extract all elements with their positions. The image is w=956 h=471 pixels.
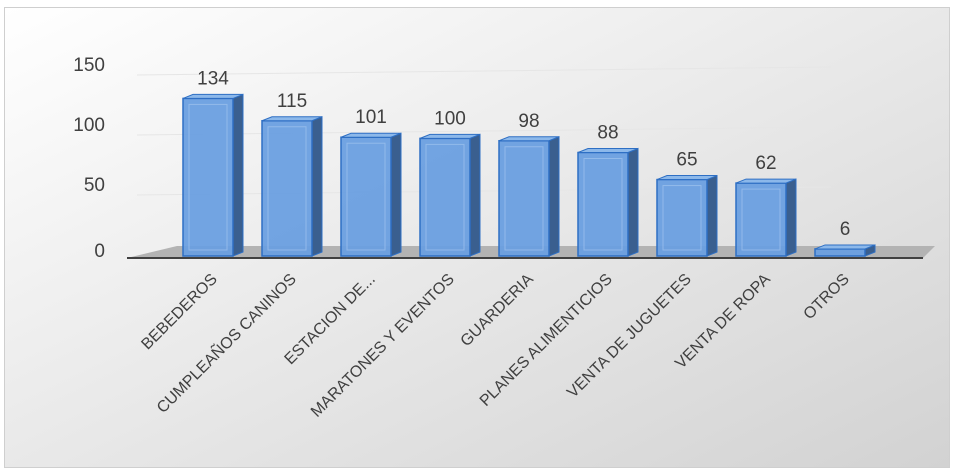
bar-side <box>785 178 797 257</box>
bar-side <box>469 133 481 257</box>
bar-front <box>735 182 787 257</box>
y-axis-ticks: 0 50 100 150 <box>73 55 105 262</box>
gridline <box>136 126 832 136</box>
bar-side <box>390 132 402 257</box>
bar <box>498 136 560 257</box>
data-label: 98 <box>518 111 539 132</box>
y-tick-label: 150 <box>73 55 105 76</box>
bar-top <box>498 136 560 142</box>
bar-top <box>656 175 718 181</box>
data-label: 65 <box>676 150 697 171</box>
bar-front <box>498 140 550 257</box>
bar-top <box>261 116 323 122</box>
bar <box>577 147 639 257</box>
y-tick-label: 50 <box>84 175 105 196</box>
bar-front <box>656 178 708 257</box>
bar-highlight <box>425 143 465 251</box>
bar-front <box>182 97 234 257</box>
data-label: 115 <box>277 91 307 112</box>
bar <box>419 133 481 257</box>
bar <box>182 93 244 257</box>
bar-top <box>182 93 244 99</box>
bar <box>814 244 876 257</box>
bar-highlight <box>346 142 386 251</box>
bar-top <box>814 244 876 250</box>
bar-front <box>419 137 471 257</box>
bar <box>261 116 323 257</box>
data-label: 62 <box>755 153 776 174</box>
data-label: 88 <box>597 123 618 144</box>
bars <box>182 93 876 257</box>
bar-top <box>735 178 797 184</box>
bar-side <box>311 116 323 257</box>
chart-container: 0 50 100 150 134 115 101 100 98 88 65 62 6 BEBEDERO… <box>4 7 950 468</box>
data-label: 134 <box>197 68 229 89</box>
bar-highlight <box>662 185 702 251</box>
data-label: 100 <box>434 108 466 129</box>
bar-highlight <box>741 188 781 251</box>
bar-side <box>548 136 560 257</box>
data-labels: 134 115 101 100 98 88 65 62 6 <box>197 68 850 240</box>
y-tick-label: 100 <box>73 115 105 136</box>
data-label: 101 <box>355 107 387 128</box>
bar <box>656 174 718 257</box>
bar-top <box>577 148 639 154</box>
bar-highlight <box>267 126 307 251</box>
bar-highlight <box>504 146 544 251</box>
data-label: 6 <box>840 219 851 240</box>
bar-side <box>706 174 718 257</box>
bar-side <box>627 147 639 257</box>
bar-front <box>261 120 313 257</box>
bar-front <box>814 248 866 257</box>
bar-top <box>419 133 481 139</box>
bar-side <box>232 93 244 257</box>
bar <box>735 178 797 257</box>
y-tick-label: 0 <box>94 241 105 262</box>
bar-front <box>577 151 629 257</box>
bar-highlight <box>583 158 623 251</box>
gridline <box>136 66 832 76</box>
bar-highlight <box>188 103 228 251</box>
bar-top <box>340 132 402 138</box>
bar <box>340 132 402 257</box>
bar-front <box>340 136 392 257</box>
